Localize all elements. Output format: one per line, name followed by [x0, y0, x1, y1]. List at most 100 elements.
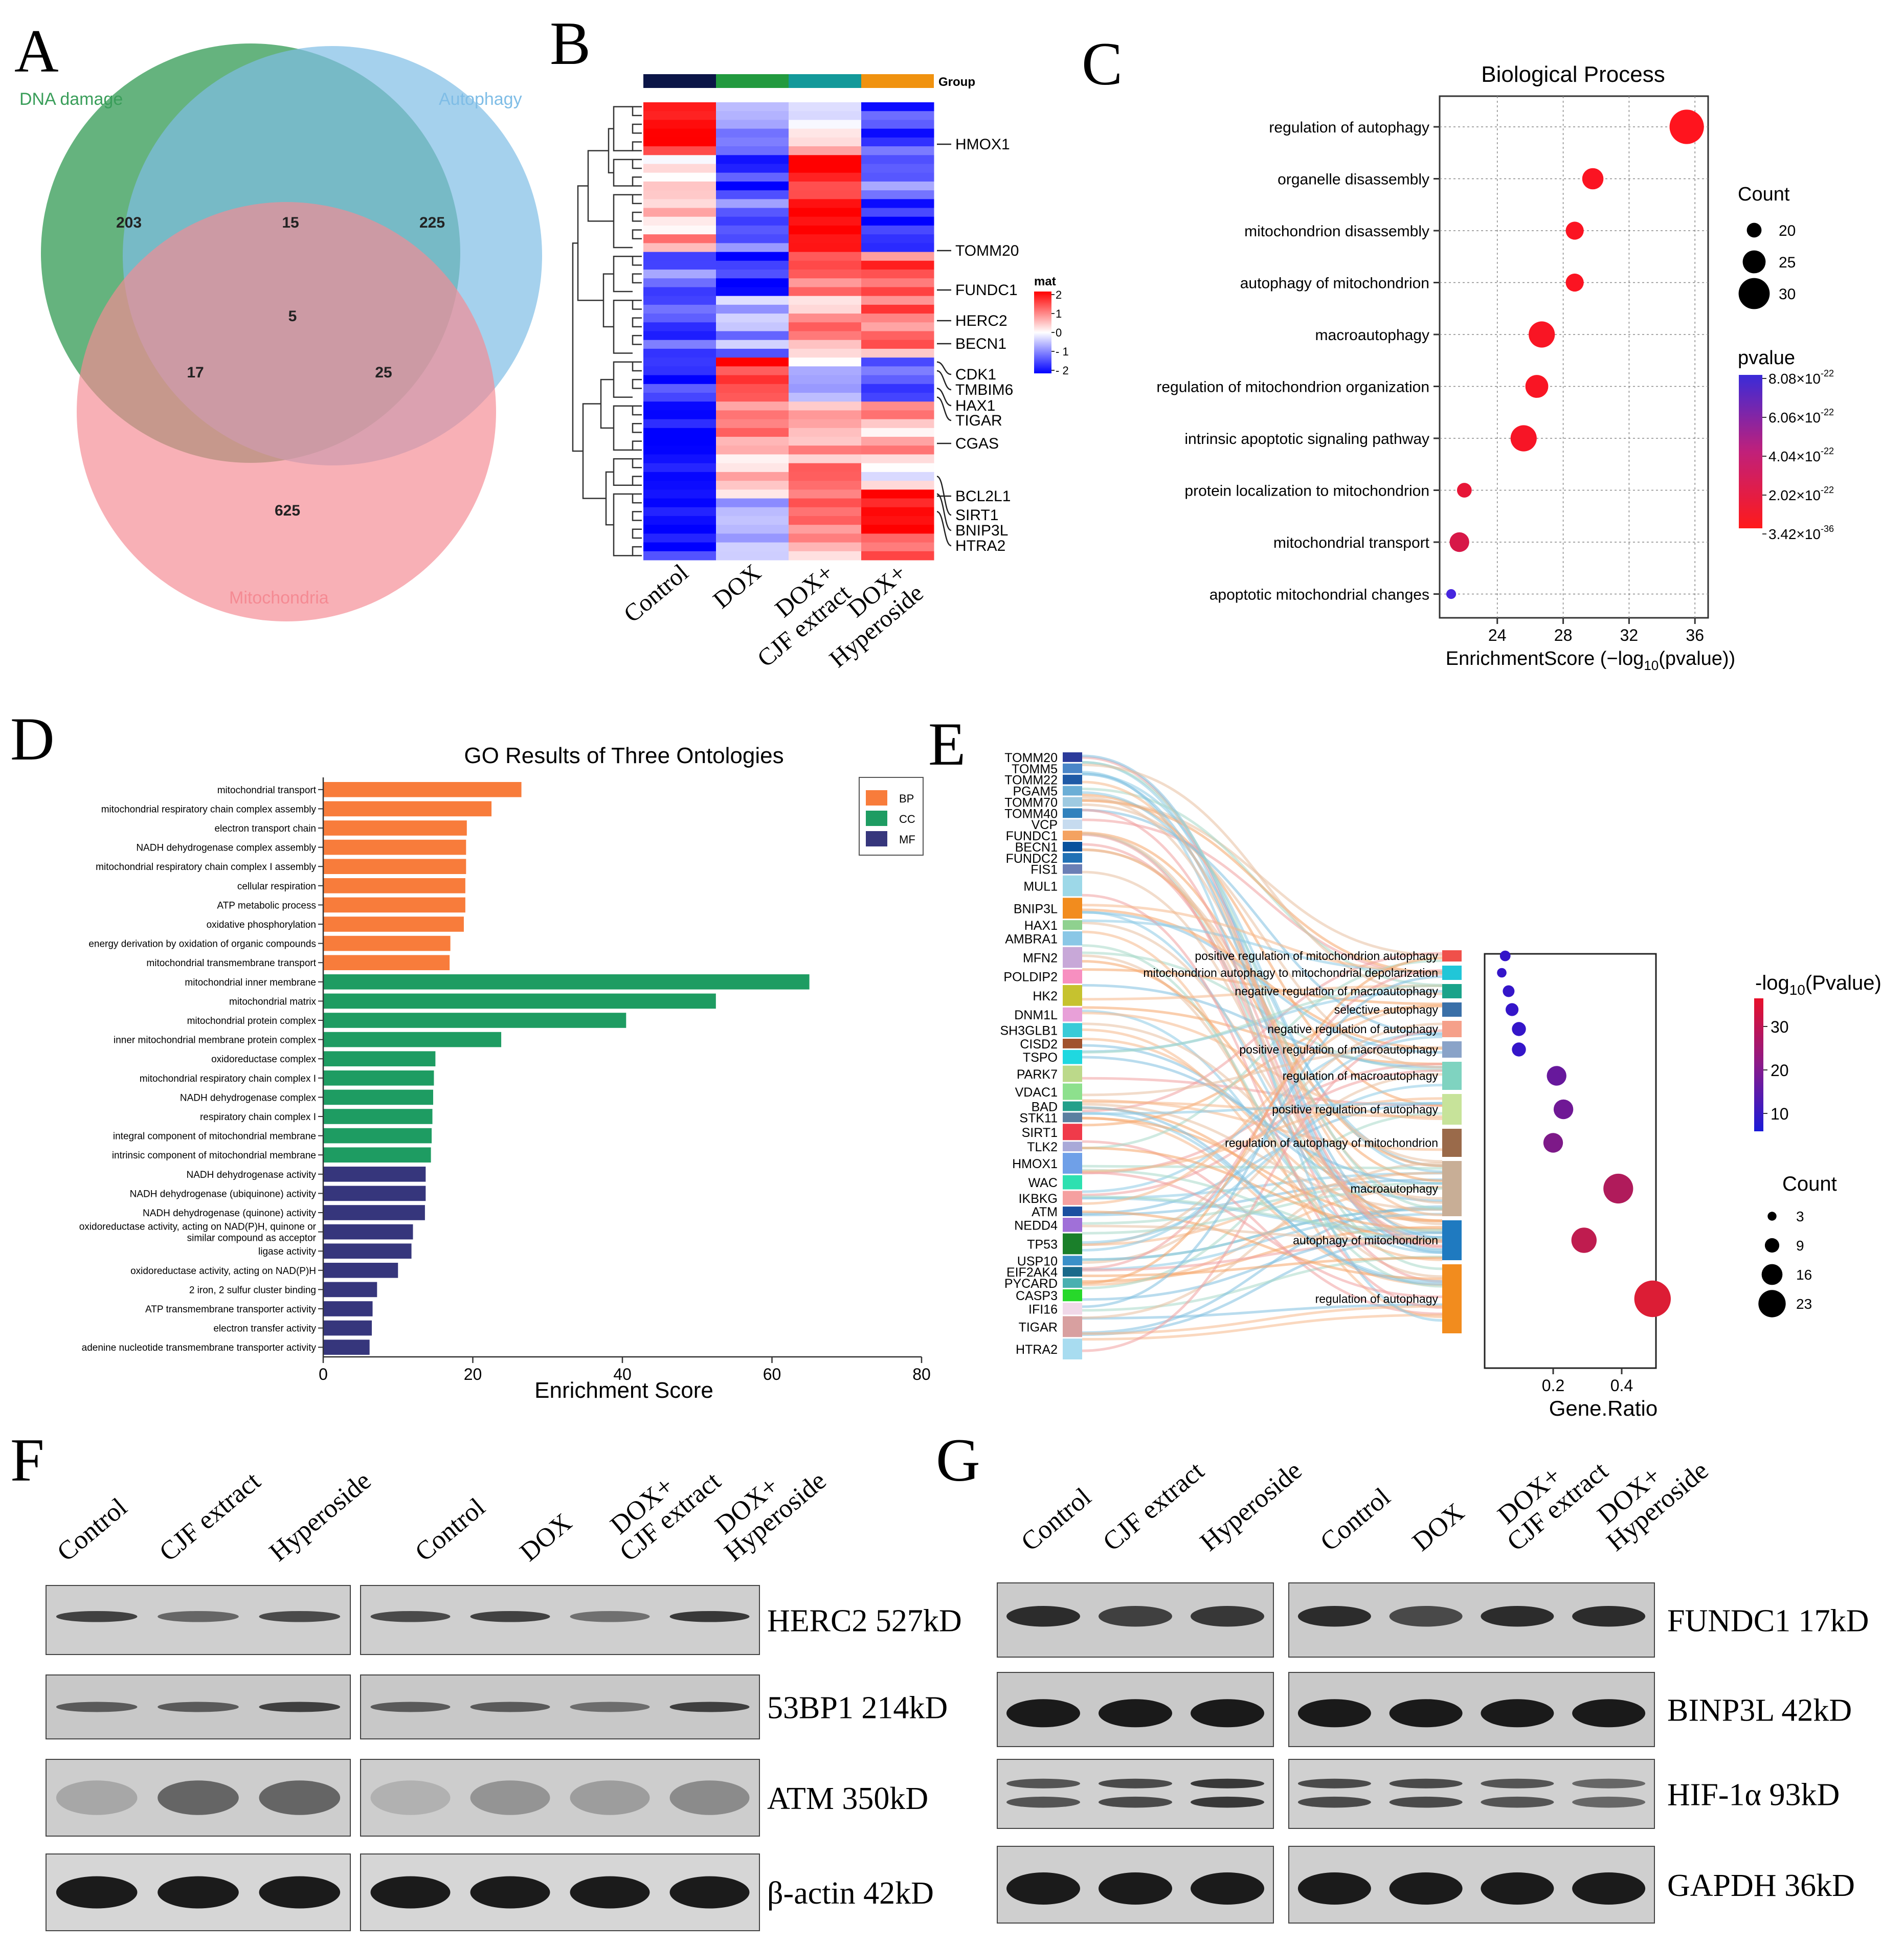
- heatmap-cell: [789, 296, 862, 305]
- venn-count-all-three: 5: [288, 308, 297, 325]
- d-bar: [323, 782, 522, 797]
- d-xtick-label: 60: [763, 1365, 781, 1383]
- d-bar: [323, 1013, 626, 1028]
- d-category-label: oxidative phosphorylation: [207, 920, 316, 930]
- dendro-branch: [632, 255, 642, 266]
- e-flow: [1082, 1112, 1443, 1290]
- e-gene-label: USP10: [1017, 1254, 1058, 1268]
- d-category-label: 2 iron, 2 sulfur cluster binding: [189, 1285, 316, 1295]
- heatmap-cell: [789, 146, 862, 155]
- blot-band: [56, 1702, 138, 1712]
- heatmap-cell: [789, 410, 862, 420]
- c-size-legend: 20 25 30: [1738, 222, 1796, 309]
- heatmap-cell: [789, 164, 862, 173]
- d-bar: [323, 1128, 432, 1144]
- heatmap-cell: [789, 322, 862, 331]
- e-dot: [1571, 1227, 1597, 1253]
- heatmap-cell: [861, 252, 934, 261]
- d-category-label: mitochondrial transmembrane transport: [146, 958, 316, 969]
- heatmap-cell: [716, 489, 789, 499]
- heatmap-group-cell: [861, 74, 934, 88]
- e-dot: [1512, 1022, 1526, 1036]
- d-category-label: ATP metabolic process: [217, 900, 316, 911]
- e-gene-node: [1063, 1007, 1082, 1022]
- heatmap-cell: [716, 181, 789, 191]
- heatmap-cell: [861, 137, 934, 147]
- e-flow: [1082, 1224, 1443, 1242]
- blot-band: [158, 1780, 239, 1815]
- dendro-branch: [632, 317, 642, 328]
- c-dot: [1582, 168, 1604, 190]
- e-gene-label: TOMM22: [1004, 773, 1058, 788]
- c-x-axis-label: EnrichmentScore (−log10(pvalue)): [1446, 648, 1735, 673]
- heatmap-dendrogram: [572, 106, 642, 556]
- venn-circle-mitochondria: [77, 202, 496, 621]
- c-dot: [1669, 109, 1704, 144]
- dendro-branch: [602, 273, 614, 328]
- e-color-legend-bar: [1754, 998, 1763, 1131]
- band-label: BINP3L 42kD: [1667, 1693, 1852, 1728]
- lane-label-text: Control: [1315, 1482, 1396, 1557]
- e-gene-node: [1063, 1233, 1082, 1255]
- e-gene-node: [1063, 1218, 1082, 1232]
- e-gene-node: [1063, 752, 1082, 762]
- d-bar: [323, 1147, 431, 1163]
- d-category-label: similar compound as acceptor: [187, 1233, 317, 1244]
- c-category-label: mitochondrion disassembly: [1244, 223, 1429, 240]
- e-gene-label: FUNDC2: [1006, 852, 1058, 866]
- c-category-label: mitochondrial transport: [1273, 534, 1430, 551]
- e-flow: [1082, 1012, 1443, 1121]
- e-term-node: [1442, 1021, 1462, 1037]
- e-dot: [1553, 1099, 1574, 1120]
- blot-band: [1099, 1699, 1172, 1728]
- panel-d: D GO Results of Three Ontologies mitocho…: [10, 705, 931, 1403]
- heatmap-cell: [716, 498, 789, 508]
- blot-band: [669, 1702, 750, 1712]
- blot-band: [470, 1702, 550, 1712]
- heatmap-group-cell: [716, 74, 789, 88]
- gene-label: CGAS: [955, 435, 999, 452]
- heatmap-cell: [643, 463, 716, 473]
- e-term-label: positive regulation of macroautophagy: [1239, 1043, 1438, 1056]
- mat-tick-label: 1: [1056, 307, 1062, 320]
- gene-tick: [936, 476, 952, 516]
- heatmap-cell: [643, 366, 716, 376]
- heatmap-cell: [861, 111, 934, 120]
- dendro-branch: [632, 229, 642, 240]
- gene-tick: [936, 493, 952, 531]
- e-gene-label: FIS1: [1031, 863, 1058, 877]
- heatmap-cell: [861, 437, 934, 446]
- heatmap-cell: [789, 366, 862, 376]
- heatmap-cell: [789, 102, 862, 111]
- d-category-label: electron transfer activity: [213, 1324, 316, 1334]
- c-color-legend-label: 3.42×10-36: [1768, 524, 1834, 542]
- f-blots: [46, 1585, 760, 1931]
- heatmap-cell: [716, 472, 789, 481]
- blot-band: [158, 1876, 239, 1909]
- c-category-label: regulation of autophagy: [1269, 119, 1429, 136]
- heatmap-cell: [789, 489, 862, 499]
- c-category-label: intrinsic apoptotic signaling pathway: [1184, 431, 1429, 448]
- c-size-legend-label: 20: [1779, 222, 1796, 239]
- blot-band: [1389, 1796, 1463, 1808]
- c-color-legend-mantissa: 2.02×10: [1768, 487, 1821, 503]
- heatmap-cell: [643, 208, 716, 217]
- e-flow: [1082, 1187, 1443, 1235]
- heatmap-cell: [643, 516, 716, 525]
- heatmap-cell: [716, 551, 789, 561]
- e-size-legend-label: 3: [1796, 1209, 1804, 1224]
- band-label: β-actin 42kD: [767, 1876, 934, 1911]
- panel-letter-e: E: [928, 710, 966, 778]
- d-xtick-label: 40: [613, 1365, 632, 1383]
- d-category-label: ATP transmembrane transporter activity: [145, 1304, 317, 1315]
- d-category-label: mitochondrial inner membrane: [185, 977, 316, 988]
- venn-set-label-autophagy: Autophagy: [439, 90, 522, 109]
- e-term-node: [1442, 1094, 1462, 1125]
- heatmap-cell: [643, 445, 716, 455]
- heatmap-cell: [643, 401, 716, 411]
- heatmap-cell: [643, 410, 716, 420]
- e-term-label: selective autophagy: [1334, 1003, 1439, 1016]
- heatmap-cell: [643, 419, 716, 429]
- gene-label: BCL2L1: [955, 488, 1011, 505]
